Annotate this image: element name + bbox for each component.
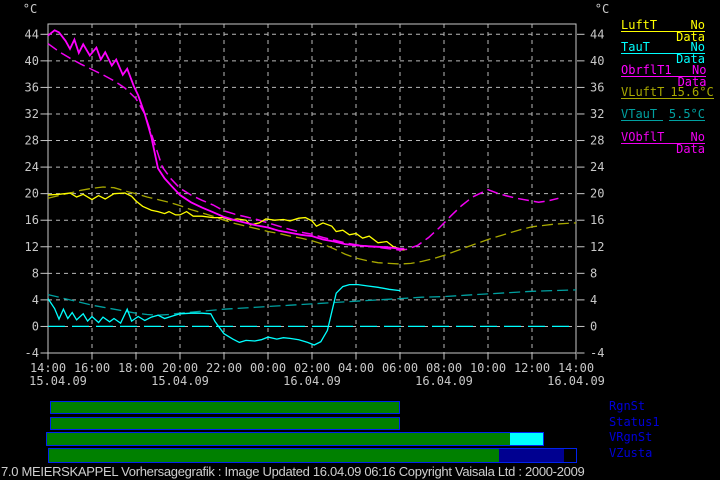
y-tick-label-right: 44 — [590, 27, 604, 41]
x-date-label: 16.04.09 — [547, 374, 605, 388]
y-tick-label-left: 28 — [25, 134, 39, 148]
x-tick-label: 14:00 — [30, 361, 66, 375]
series-TauT-line — [47, 283, 401, 346]
bar-segment — [49, 449, 499, 462]
y-unit-left: °C — [23, 2, 37, 16]
y-tick-label-right: 20 — [590, 187, 604, 201]
bar-segment — [51, 418, 399, 429]
x-date-label: 16.04.09 — [415, 374, 473, 388]
y-tick-label-right: 24 — [590, 160, 604, 174]
y-tick-label-right: 40 — [590, 54, 604, 68]
y-tick-label-left: 4 — [32, 293, 39, 307]
legend-item-VLuftT[interactable]: VLuftT 15.6°C — [621, 86, 714, 99]
x-tick-label: 08:00 — [426, 361, 462, 375]
legend-label: VTauT — [621, 108, 664, 122]
status-bar-label-VZusta: VZusta — [609, 446, 653, 460]
series-VLuftT-line — [47, 186, 577, 265]
bar-segment — [499, 449, 564, 462]
legend-item-LuftT[interactable]: LuftT No Data — [621, 19, 705, 43]
status-bar-RgnSt — [50, 401, 400, 414]
legend-label: VLuftT — [621, 86, 671, 99]
x-date-label: 16.04.09 — [283, 374, 341, 388]
y-tick-label-right: 12 — [590, 240, 604, 254]
legend-item-TauT[interactable]: TauT No Data — [621, 41, 705, 65]
status-bar-Status1 — [50, 417, 400, 430]
series-VObflT-line — [47, 42, 559, 251]
x-tick-label: 12:00 — [514, 361, 550, 375]
status-bar-VRgnSt — [46, 432, 544, 446]
legend-item-ObrflT1[interactable]: ObrflT1 No Data — [621, 62, 707, 89]
x-tick-label: 02:00 — [294, 361, 330, 375]
y-tick-label-left: 24 — [25, 160, 39, 174]
plot-border — [47, 23, 577, 354]
y-tick-label-left: 32 — [25, 107, 39, 121]
x-tick-label: 06:00 — [382, 361, 418, 375]
bar-segment — [51, 402, 399, 413]
y-tick-label-right: 8 — [590, 266, 597, 280]
y-tick-label-left: 12 — [25, 240, 39, 254]
y-tick-label-left: 36 — [25, 80, 39, 94]
y-tick-label-right: 32 — [590, 107, 604, 121]
y-tick-label-right: 36 — [590, 80, 604, 94]
y-tick-label-left: -4 — [25, 346, 39, 360]
legend-value: No Data — [655, 41, 705, 65]
series-ObrflT1-line — [47, 29, 405, 250]
y-unit-right: °C — [595, 2, 609, 16]
legend-value: 5.5°C — [668, 107, 705, 122]
status-bar-VZusta — [48, 448, 577, 463]
legend-label: LuftT — [621, 19, 664, 32]
y-tick-label-right: 0 — [590, 319, 597, 333]
x-tick-label: 16:00 — [74, 361, 110, 375]
x-tick-label: 22:00 — [206, 361, 242, 375]
status-bar-label-Status1: Status1 — [609, 415, 660, 429]
y-tick-label-right: 4 — [590, 293, 597, 307]
legend-item-VObflT[interactable]: VObflT No Data — [621, 131, 705, 155]
y-tick-label-left: 44 — [25, 27, 39, 41]
legend-label: VObflT — [621, 131, 671, 144]
status-bar-label-RgnSt: RgnSt — [609, 399, 646, 413]
status-bar-label-VRgnSt: VRgnSt — [609, 430, 653, 444]
y-tick-label-left: 16 — [25, 213, 39, 227]
bar-segment — [510, 433, 543, 445]
bar-segment — [47, 433, 510, 445]
x-tick-label: 20:00 — [162, 361, 198, 375]
x-tick-label: 04:00 — [338, 361, 374, 375]
legend-item-VTauT[interactable]: VTauT 5.5°C — [621, 107, 705, 122]
y-tick-label-left: 0 — [32, 319, 39, 333]
series-VTauT-line — [47, 289, 577, 316]
x-date-label: 15.04.09 — [151, 374, 209, 388]
legend-label: TauT — [621, 41, 656, 55]
y-tick-label-left: 20 — [25, 187, 39, 201]
legend-value: 15.6°C — [670, 84, 714, 99]
y-tick-label-right: 16 — [590, 213, 604, 227]
y-tick-label-right: 28 — [590, 134, 604, 148]
x-tick-label: 14:00 — [558, 361, 594, 375]
legend-value: No Data — [677, 62, 707, 89]
y-tick-label-right: -4 — [590, 346, 604, 360]
x-date-label: 15.04.09 — [29, 374, 87, 388]
x-tick-label: 18:00 — [118, 361, 154, 375]
x-tick-label: 00:00 — [250, 361, 286, 375]
y-tick-label-left: 40 — [25, 54, 39, 68]
x-tick-label: 10:00 — [470, 361, 506, 375]
legend-label: ObrflT1 — [621, 64, 678, 77]
legend-value: No Data — [663, 19, 705, 43]
y-tick-label-left: 8 — [32, 266, 39, 280]
footer-status-line: 7.0 MEIERSKAPPEL Vorhersagegrafik : Imag… — [1, 464, 585, 479]
legend-value: No Data — [670, 131, 705, 155]
bar-segment — [564, 449, 576, 462]
